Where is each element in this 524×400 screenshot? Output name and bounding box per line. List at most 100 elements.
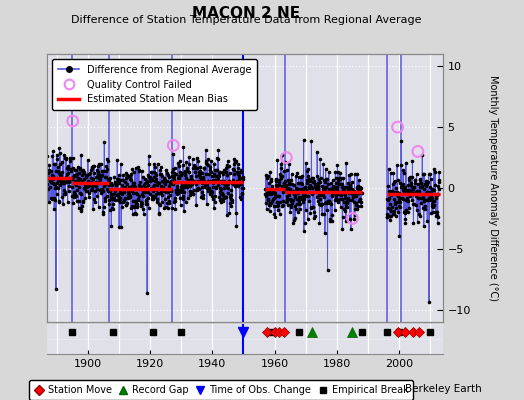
Point (115, 194, 124, 200)
Point (280, 167, 288, 174)
Point (351, 190, 359, 197)
Point (321, 199, 330, 206)
Point (64, 170, 73, 176)
Point (198, 170, 206, 176)
Point (64, 166, 72, 173)
Point (422, 190, 431, 196)
Point (278, 198, 287, 204)
Point (398, 183, 406, 190)
Point (77, 206, 85, 212)
Point (409, 186, 417, 192)
Point (389, 170, 398, 176)
Point (225, 178, 233, 185)
Point (194, 158, 202, 164)
Point (192, 154, 201, 161)
Point (353, 171, 362, 177)
Point (199, 175, 208, 181)
Point (98, 188, 106, 194)
Point (296, 201, 304, 208)
Point (293, 201, 302, 207)
Point (119, 176, 127, 183)
Point (158, 188, 167, 194)
Point (337, 196, 346, 202)
Point (294, 180, 302, 186)
Point (92, 174, 101, 180)
Point (140, 180, 149, 186)
Point (352, 189, 361, 196)
Point (96, 187, 104, 193)
Point (299, 137, 308, 144)
Point (239, 174, 247, 180)
Point (325, 186, 334, 192)
Point (174, 163, 183, 169)
Point (124, 195, 133, 201)
Point (169, 170, 178, 176)
Point (280, 183, 289, 189)
Point (55, 145, 63, 151)
Point (221, 169, 230, 176)
Point (206, 169, 215, 175)
Point (177, 188, 185, 194)
Point (399, 170, 408, 176)
Point (122, 202, 130, 208)
Point (392, 184, 400, 191)
Point (109, 206, 117, 212)
Point (110, 191, 118, 198)
Point (236, 169, 244, 176)
Point (171, 170, 180, 177)
Point (73, 176, 82, 182)
Point (199, 174, 207, 180)
Point (80, 186, 89, 192)
Point (150, 169, 158, 176)
Point (331, 184, 339, 190)
Point (54, 185, 62, 192)
Point (121, 184, 129, 190)
Point (301, 184, 309, 191)
Point (344, 180, 352, 187)
Point (101, 168, 110, 174)
Point (413, 187, 421, 194)
Point (386, 170, 395, 176)
Point (274, 202, 282, 208)
Point (60, 191, 69, 198)
Point (83, 182, 91, 189)
Point (219, 168, 227, 175)
Point (160, 175, 168, 182)
Point (432, 192, 441, 198)
Point (101, 195, 109, 201)
Point (186, 188, 194, 194)
Point (355, 184, 364, 191)
Point (411, 190, 420, 197)
Point (267, 190, 276, 197)
Point (56, 161, 64, 167)
Point (121, 184, 129, 191)
Point (330, 185, 338, 192)
Point (306, 182, 314, 188)
Point (315, 176, 323, 182)
Point (104, 182, 113, 189)
Point (95, 160, 103, 167)
Point (155, 211, 163, 218)
Point (401, 216, 409, 222)
Point (224, 158, 232, 165)
Point (96, 176, 104, 182)
Point (270, 194, 278, 201)
Point (269, 190, 277, 196)
Point (390, 211, 398, 217)
Point (113, 157, 122, 163)
Point (428, 186, 436, 193)
Point (132, 189, 140, 196)
Point (107, 204, 116, 211)
Point (276, 211, 284, 217)
Point (51, 161, 59, 167)
Point (279, 202, 287, 208)
Point (204, 188, 212, 194)
Point (332, 191, 340, 198)
Point (127, 171, 136, 177)
Point (53, 151, 61, 158)
Point (233, 169, 241, 175)
Point (384, 182, 392, 189)
Point (171, 198, 179, 204)
Point (212, 177, 220, 183)
Point (147, 176, 155, 182)
